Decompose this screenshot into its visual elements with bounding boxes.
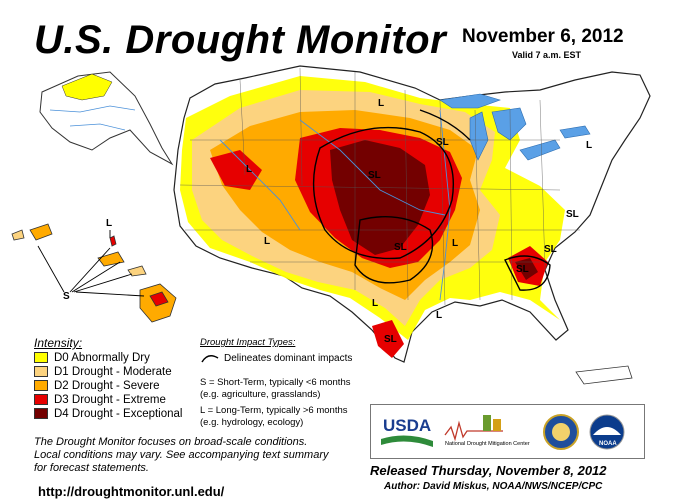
ndmc-logo-graph: [444, 420, 503, 442]
label-sl-plains: SL: [368, 170, 381, 181]
impact-line-symbol: [201, 355, 219, 363]
usda-logo-swoosh: [381, 435, 433, 447]
legend-swatch-d4: [34, 408, 48, 419]
label-l-northeast: L: [586, 140, 592, 151]
state-lines: [179, 67, 580, 306]
website-link[interactable]: http://droughtmonitor.unl.edu/: [38, 484, 225, 499]
doc-seal-icon: [552, 423, 570, 441]
label-sl-south-texas: SL: [384, 334, 397, 345]
hawaii: [11, 223, 177, 323]
ndmc-logo-bar: [483, 415, 491, 431]
noaa-logo-icon: [593, 427, 621, 435]
label-l-gulf: L: [436, 310, 442, 321]
map-date: November 6, 2012: [462, 26, 624, 47]
alaska-d0: [61, 73, 113, 101]
label-sl-upper-midwest: SL: [436, 137, 449, 148]
label-sl-south: SL: [394, 242, 407, 253]
legend-swatch-d1: [34, 366, 48, 377]
legend-item-d3: D3 Drought - Extreme: [34, 393, 166, 406]
label-sl-carolinas: SL: [544, 244, 557, 255]
label-l-north: L: [378, 98, 384, 109]
d4-region-georgia: [515, 258, 538, 280]
impact-long-term: L = Long-Term, typically >6 months: [200, 405, 348, 416]
legend-item-d0: D0 Abnormally Dry: [34, 351, 150, 364]
legend-title: Intensity:: [34, 336, 83, 350]
ndmc-logo-bar: [493, 419, 501, 431]
author-credit: Author: David Miskus, NOAA/NWS/NCEP/CPC: [384, 481, 603, 492]
impact-short-term: S = Short-Term, typically <6 months: [200, 377, 351, 388]
legend-swatch-d0: [34, 352, 48, 363]
ndmc-logo-text-2: Drought Mitigation Center: [467, 441, 530, 447]
noaa-logo-text: NOAA: [599, 441, 617, 447]
label-s-hawaii: S: [63, 291, 70, 302]
legend-label-d2: D2 Drought - Severe: [54, 379, 160, 392]
label-l-west: L: [246, 164, 252, 175]
valid-time: Valid 7 a.m. EST: [512, 50, 582, 60]
legend-swatch-d3: [34, 394, 48, 405]
partner-logos: USDA National Drought Mitigation Center …: [370, 404, 645, 459]
legend-label-d1: D1 Drought - Moderate: [54, 365, 172, 378]
impact-line-label: Delineates dominant impacts: [224, 353, 353, 364]
disclaimer-note: The Drought Monitor focuses on broad-sca…: [34, 436, 328, 475]
great-lakes: [439, 93, 591, 161]
label-l-hawaii: L: [106, 218, 112, 229]
legend-label-d4: D4 Drought - Exceptional: [54, 407, 183, 420]
label-l-texas: L: [372, 298, 378, 309]
disclaimer-line-2: Local conditions may vary. See accompany…: [34, 449, 329, 461]
label-l-southwest: L: [264, 236, 270, 247]
label-sl-georgia: SL: [516, 264, 529, 275]
release-date: Released Thursday, November 8, 2012: [370, 463, 607, 478]
disclaimer-line-3: for forecast statements.: [34, 462, 149, 474]
impact-long-term-examples: (e.g. hydrology, ecology): [200, 417, 304, 428]
page-title: U.S. Drought Monitor: [34, 18, 447, 62]
legend-item-d2: D2 Drought - Severe: [34, 379, 159, 392]
legend-item-d4: D4 Drought - Exceptional: [34, 407, 182, 420]
usda-logo-text: USDA: [383, 416, 431, 435]
legend-label-d0: D0 Abnormally Dry: [54, 351, 150, 364]
impact-types-title: Drought Impact Types:: [200, 337, 296, 348]
label-sl-midatlantic: SL: [566, 209, 579, 220]
impact-boundaries: [312, 109, 551, 291]
rivers: [219, 109, 451, 301]
legend-swatch-d2: [34, 380, 48, 391]
legend-item-d1: D1 Drought - Moderate: [34, 365, 172, 378]
legend-label-d3: D3 Drought - Extreme: [54, 393, 166, 406]
ndmc-logo-text-1: National: [445, 441, 465, 447]
label-l-mississippi: L: [452, 238, 458, 249]
d3-region-west: [210, 150, 262, 190]
disclaimer-line-1: The Drought Monitor focuses on broad-sca…: [34, 436, 308, 448]
impact-short-term-examples: (e.g. agriculture, grasslands): [200, 389, 321, 400]
puerto-rico: [575, 365, 633, 385]
hawaii-pointer-lines: [37, 230, 145, 297]
alaska-rivers: [49, 105, 136, 131]
d3-region-texas: [372, 320, 404, 358]
